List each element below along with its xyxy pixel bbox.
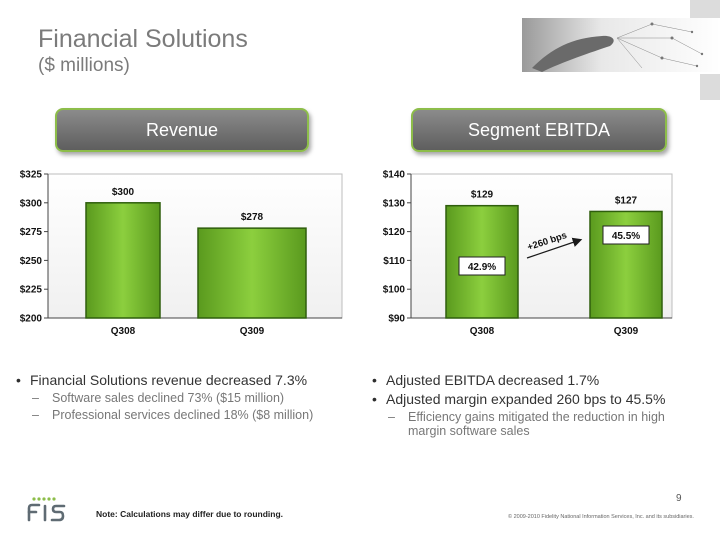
page-number: 9: [676, 493, 682, 504]
bar: [197, 227, 307, 319]
y-tick-label: $120: [383, 227, 406, 238]
dash-marker: –: [388, 410, 395, 424]
bullet-marker: •: [372, 391, 377, 407]
margin-label: 42.9%: [468, 262, 496, 273]
y-tick-label: $90: [388, 314, 405, 325]
charts-area: $200 $225 $250 $275 $300 $325 $300 Q308 $278 Q309…: [20, 170, 673, 337]
margin-label: 45.5%: [612, 231, 640, 242]
sub-bullet-text: Efficiency gains mitigated the reduction…: [408, 410, 665, 438]
header-network-image: [522, 18, 720, 72]
bar-value-label: $300: [112, 187, 135, 198]
bar: [85, 202, 161, 319]
margin-arrow: [526, 237, 583, 259]
bullet-text: Financial Solutions revenue decreased 7.…: [30, 372, 308, 388]
y-tick-label: $250: [20, 256, 43, 267]
rounding-note: Note: Calculations may differ due to rou…: [96, 509, 284, 519]
sub-bullet-text: Professional services declined 18% ($8 m…: [52, 408, 314, 422]
y-tick-label: $100: [383, 285, 406, 296]
bar-value-label: $278: [241, 212, 264, 223]
bullet-text: Adjusted margin expanded 260 bps to 45.5…: [386, 391, 666, 407]
y-tick-label: $300: [20, 198, 43, 209]
sub-bullet-text: Software sales declined 73% ($15 million…: [52, 391, 285, 405]
x-tick-label: Q309: [614, 326, 639, 337]
bullet-item: • Adjusted EBITDA decreased 1.7%: [372, 372, 692, 388]
x-tick-label: Q308: [111, 326, 136, 337]
bullet-marker: •: [16, 372, 21, 388]
bullet-text: Adjusted EBITDA decreased 1.7%: [386, 372, 600, 388]
sub-bullet-item: – Efficiency gains mitigated the reducti…: [388, 410, 692, 438]
y-tick-label: $140: [383, 170, 406, 181]
bullet-item: • Financial Solutions revenue decreased …: [16, 372, 346, 388]
revenue-commentary: • Financial Solutions revenue decreased …: [16, 372, 346, 425]
bar-value-label: $127: [615, 195, 638, 206]
bullet-item: • Adjusted margin expanded 260 bps to 45…: [372, 391, 692, 407]
dash-marker: –: [32, 391, 39, 405]
decorative-stripe: [700, 74, 720, 100]
revenue-header: Revenue: [55, 108, 309, 152]
y-tick-label: $130: [383, 198, 406, 209]
dash-marker: –: [32, 408, 39, 422]
ebitda-commentary: • Adjusted EBITDA decreased 1.7% • Adjus…: [372, 372, 692, 441]
page-subtitle: ($ millions): [38, 55, 130, 76]
sub-bullet-item: – Software sales declined 73% ($15 milli…: [32, 391, 346, 405]
sub-bullet-item: – Professional services declined 18% ($8…: [32, 408, 346, 422]
decorative-stripe: [690, 0, 720, 18]
x-tick-label: Q309: [240, 326, 265, 337]
x-tick-label: Q308: [470, 326, 495, 337]
fis-logo: [27, 497, 66, 522]
y-tick-label: $200: [20, 314, 43, 325]
copyright-notice: © 2009-2010 Fidelity National Informatio…: [508, 514, 694, 520]
y-tick-label: $110: [383, 256, 405, 267]
margin-label-box: [458, 256, 506, 276]
page-title: Financial Solutions: [38, 25, 248, 53]
bullet-marker: •: [372, 372, 377, 388]
y-tick-label: $275: [20, 227, 43, 238]
y-tick-label: $225: [20, 285, 43, 296]
y-tick-label: $325: [20, 170, 43, 181]
margin-label-box: [602, 225, 650, 245]
ebitda-header: Segment EBITDA: [411, 108, 667, 152]
bar-value-label: $129: [471, 190, 494, 201]
